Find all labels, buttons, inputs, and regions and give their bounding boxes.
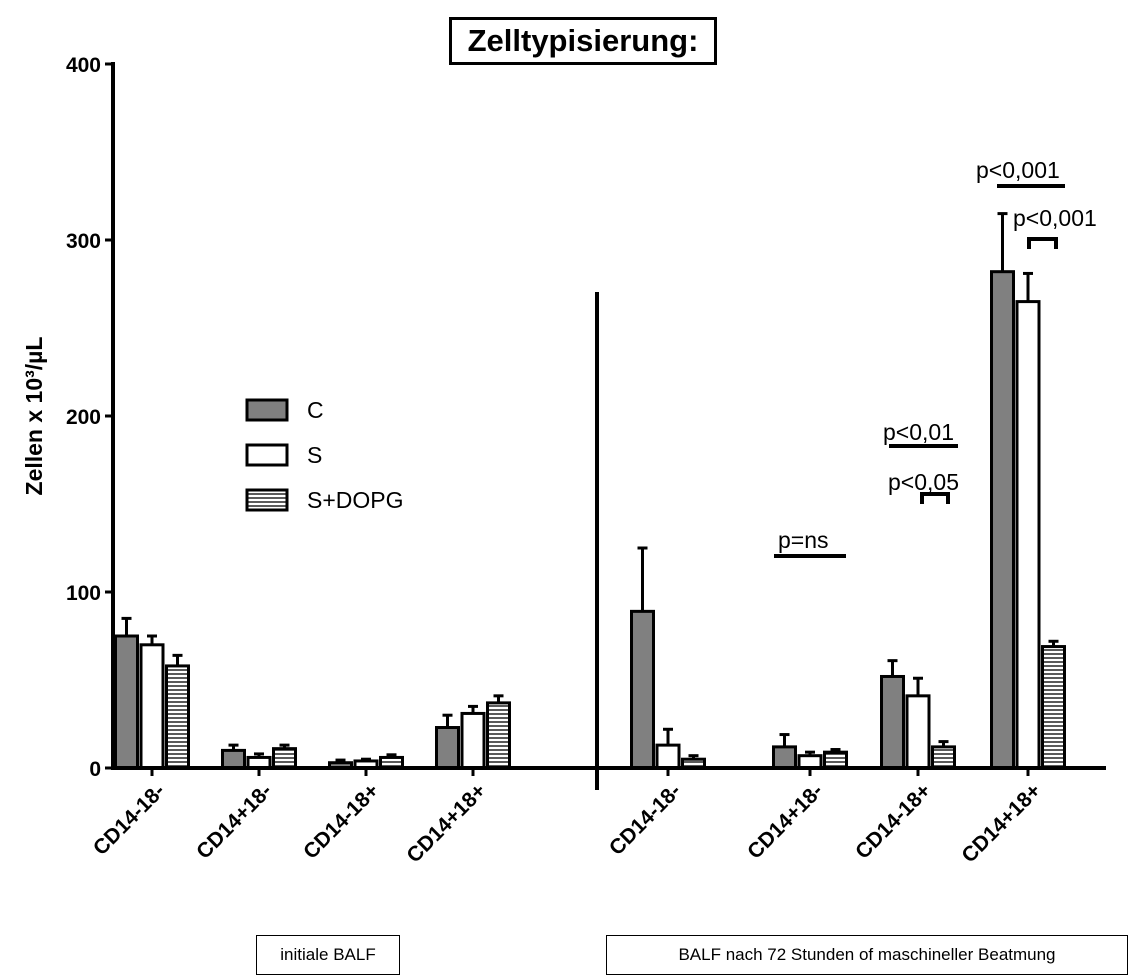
y-tick-label: 0	[89, 758, 101, 781]
bar	[931, 745, 956, 770]
bar	[221, 748, 246, 770]
bar	[655, 743, 681, 770]
bar	[139, 643, 165, 770]
bar	[772, 745, 797, 770]
x-tick-label: CD14+18-	[192, 779, 276, 863]
bar	[272, 747, 297, 770]
bar	[1041, 645, 1066, 770]
y-tick-label: 400	[66, 54, 101, 77]
bar	[486, 701, 511, 770]
bar	[114, 634, 139, 770]
bar	[1015, 300, 1041, 770]
y-axis-label: Zellen x 10³/µL	[21, 337, 47, 496]
x-tick-label: CD14-18-	[89, 779, 170, 860]
legend-swatch	[245, 488, 289, 512]
bar	[460, 711, 486, 770]
bar	[905, 694, 931, 770]
group-note-initial: initiale BALF	[256, 935, 400, 975]
bar	[823, 750, 848, 770]
significance-label: p<0,001	[1013, 205, 1097, 231]
significance-label: p<0,001	[976, 157, 1060, 183]
y-tick-label: 300	[66, 230, 101, 253]
significance-bracket	[920, 492, 950, 504]
legend-label: S	[307, 442, 322, 468]
x-tick-label: CD14-18+	[299, 779, 383, 863]
x-tick-label: CD14-18-	[605, 779, 686, 860]
legend-swatch	[245, 443, 289, 467]
legend-swatch	[245, 398, 289, 422]
y-tick-label: 100	[66, 582, 101, 605]
bar	[435, 726, 460, 770]
y-tick-label: 200	[66, 406, 101, 429]
significance-bracket	[1027, 237, 1058, 249]
significance-label: p<0,01	[883, 419, 954, 445]
bar	[165, 664, 190, 770]
significance-label: p<0,05	[888, 469, 959, 495]
bar	[880, 674, 905, 770]
x-tick-label: CD14-18+	[851, 779, 935, 863]
legend-label: C	[307, 397, 324, 423]
group-note-balf: BALF nach 72 Stunden of maschineller Bea…	[606, 935, 1128, 975]
bar	[990, 270, 1015, 770]
bar	[630, 609, 655, 770]
x-tick-label: CD14+18+	[402, 779, 490, 867]
x-tick-label: CD14+18+	[957, 779, 1045, 867]
legend-label: S+DOPG	[307, 487, 404, 513]
significance-label: p=ns	[778, 527, 829, 553]
chart-title: Zelltypisierung:	[449, 17, 717, 65]
x-tick-label: CD14+18-	[743, 779, 827, 863]
